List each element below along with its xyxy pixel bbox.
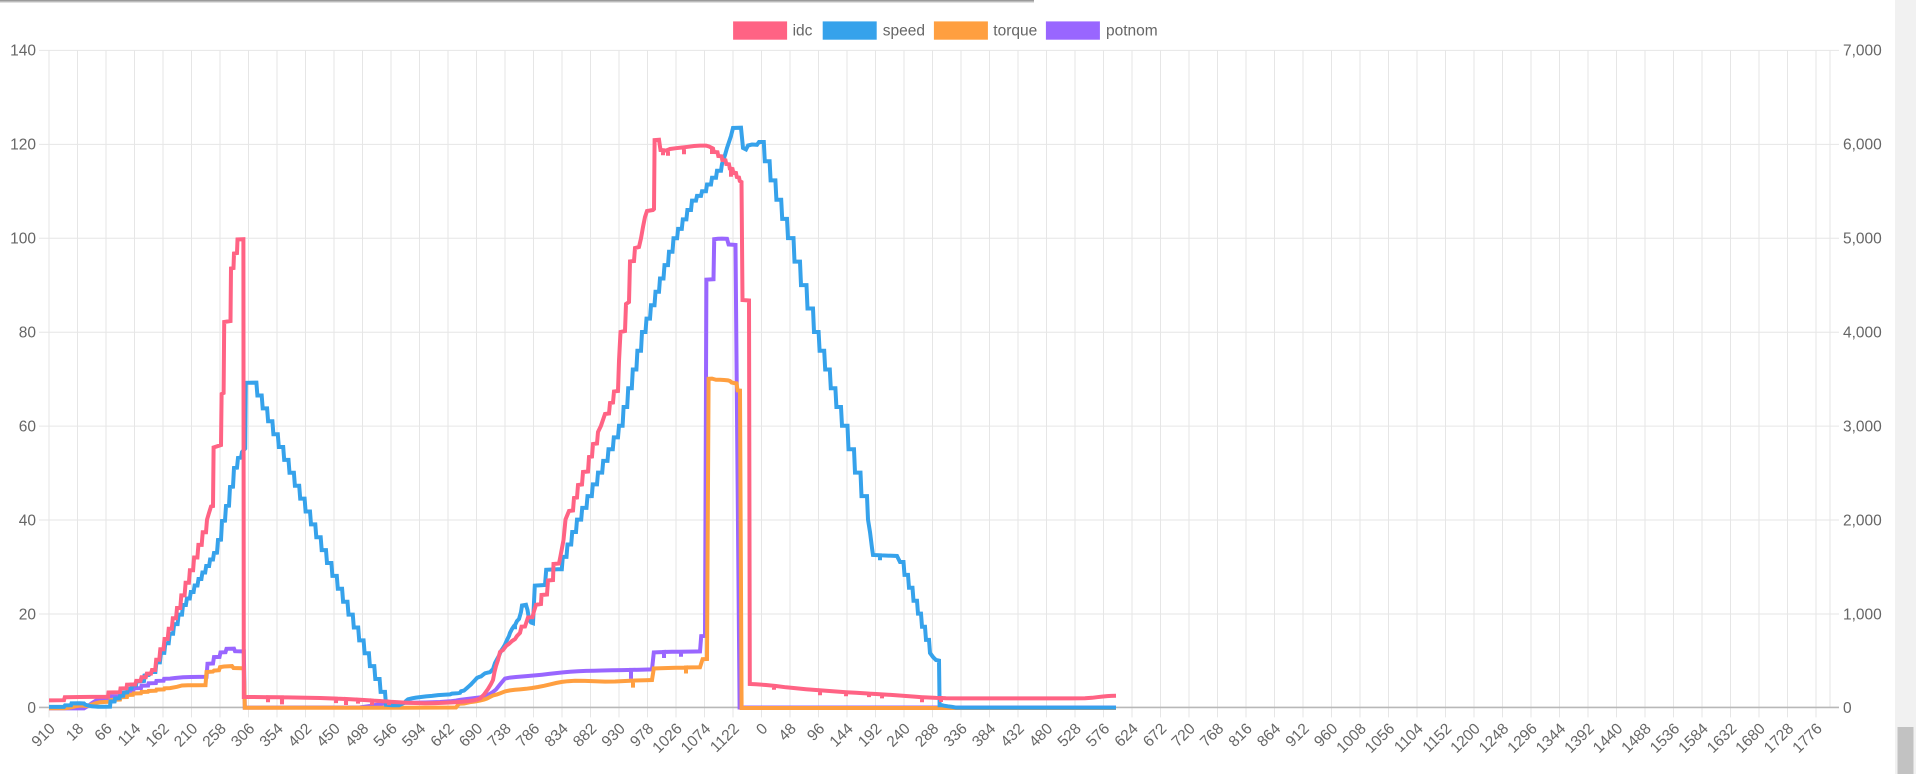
svg-text:1,000: 1,000 (1843, 606, 1882, 623)
svg-text:0: 0 (1843, 700, 1852, 717)
svg-text:2,000: 2,000 (1843, 512, 1882, 529)
svg-text:140: 140 (10, 43, 36, 60)
svg-text:4,000: 4,000 (1843, 325, 1882, 342)
svg-text:6,000: 6,000 (1843, 137, 1882, 154)
svg-text:7,000: 7,000 (1843, 43, 1882, 60)
svg-text:60: 60 (19, 418, 37, 435)
svg-text:3,000: 3,000 (1843, 418, 1882, 435)
svg-text:20: 20 (19, 606, 37, 623)
svg-text:5,000: 5,000 (1843, 231, 1882, 248)
svg-text:100: 100 (10, 231, 36, 248)
svg-text:idc: idc (793, 22, 813, 39)
svg-text:40: 40 (19, 512, 37, 529)
svg-text:potnom: potnom (1106, 22, 1158, 39)
svg-text:80: 80 (19, 325, 37, 342)
svg-text:torque: torque (993, 22, 1037, 39)
svg-text:0: 0 (27, 700, 36, 717)
svg-text:120: 120 (10, 137, 36, 154)
svg-text:speed: speed (883, 22, 925, 39)
